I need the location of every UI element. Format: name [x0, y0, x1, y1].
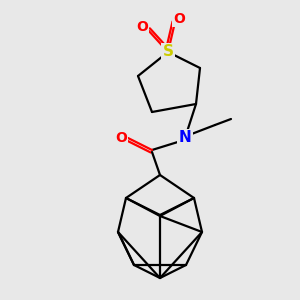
Text: O: O: [115, 131, 127, 145]
Text: S: S: [163, 44, 173, 59]
Text: N: N: [178, 130, 191, 146]
Text: O: O: [136, 20, 148, 34]
Text: O: O: [173, 12, 185, 26]
